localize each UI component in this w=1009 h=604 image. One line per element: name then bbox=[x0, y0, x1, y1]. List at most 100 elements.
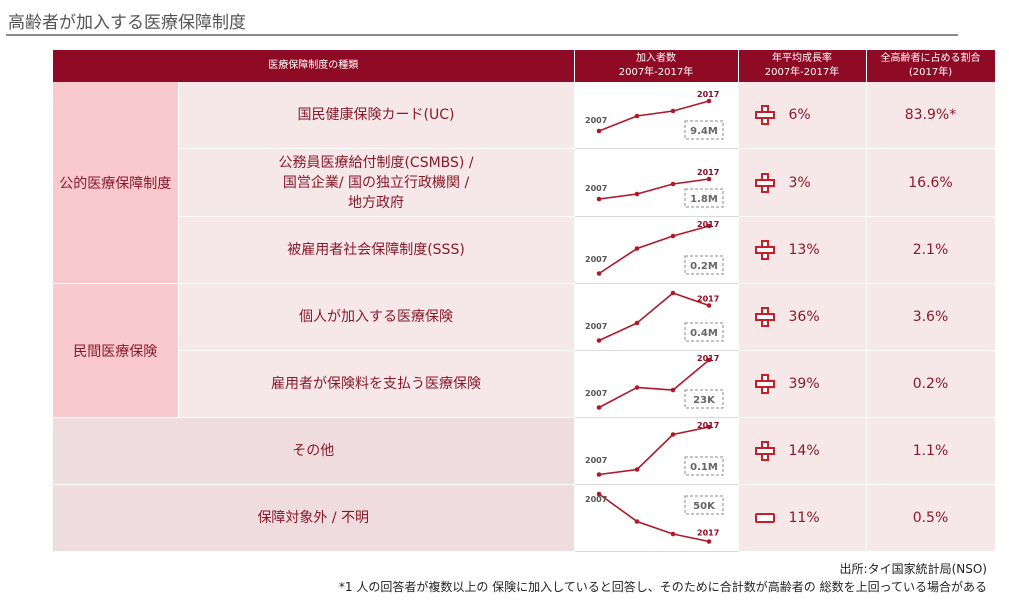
enrollment-sparkline: 2007 2017 1.8M bbox=[585, 168, 723, 207]
sparkline-end-label: 2017 bbox=[697, 90, 719, 99]
coverage-type-line: 保障対象外 / 不明 bbox=[257, 510, 370, 526]
table-row: 被雇用者社会保障制度(SSS) 2007 2017 0.2M 13% 2.1% bbox=[53, 216, 996, 284]
share-value: 1.1% bbox=[866, 417, 996, 485]
enrollment-sparkline-cell: 2007 2017 1.8M bbox=[574, 148, 739, 217]
enrolled-value-box bbox=[684, 456, 723, 476]
sparkline-end-label: 2017 bbox=[697, 529, 719, 538]
growth-value: 36% bbox=[788, 309, 820, 325]
sparkline-point bbox=[596, 196, 601, 201]
enrollment-sparkline-cell: 2007 2017 0.1M bbox=[574, 417, 739, 485]
coverage-type-line: 国民健康保険カード(UC) bbox=[297, 107, 455, 123]
coverage-table: 医療保障制度の種類 加入者数 2007年-2017年 年平均成長率 2007年-20… bbox=[53, 50, 996, 552]
enrolled-value-box bbox=[684, 322, 723, 342]
share-value: 0.5% bbox=[866, 484, 996, 552]
plus-icon bbox=[754, 105, 775, 125]
coverage-type: 公務員医療給付制度(CSMBS) / 国営企業/ 国の独立行政機関 / 地方政府 bbox=[178, 148, 575, 217]
sparkline-series bbox=[598, 225, 709, 275]
enrollment-sparkline: 2007 2017 0.2M bbox=[585, 220, 723, 276]
growth-cell: 11% bbox=[738, 484, 867, 552]
sparkline-series bbox=[598, 292, 709, 342]
table-row: 公的医療保障制度 国民健康保険カード(UC) 2007 2017 9.4M 6% 83.9%… bbox=[53, 82, 996, 284]
sparkline-start-label: 2007 bbox=[585, 255, 607, 264]
enrolled-value-box bbox=[684, 188, 723, 207]
coverage-type-line: 公務員医療給付制度(CSMBS) / bbox=[278, 154, 474, 171]
sparkline-point bbox=[670, 290, 675, 296]
coverage-type-line: 個人が加入する医療保険 bbox=[299, 309, 453, 325]
title-divider bbox=[6, 34, 958, 36]
coverage-type: その他 bbox=[53, 417, 575, 485]
enrollment-sparkline: 2007 2017 9.4M bbox=[585, 90, 723, 140]
growth-cell: 14% bbox=[738, 417, 867, 485]
enrolled-value: 1.8M bbox=[690, 194, 718, 205]
enrollment-sparkline-cell: 2007 2017 0.2M bbox=[574, 216, 739, 284]
sparkline-point bbox=[634, 320, 639, 326]
sparkline-point bbox=[670, 387, 675, 393]
growth-value: 13% bbox=[788, 242, 820, 258]
sparkline-point bbox=[596, 405, 601, 410]
category-public: 公的医療保障制度 bbox=[53, 82, 179, 284]
sparkline-series bbox=[598, 426, 709, 476]
enrollment-sparkline-cell: 2007 2017 0.4M bbox=[574, 283, 739, 351]
table-row: その他 2007 2017 0.1M 14% 1.1% bbox=[53, 417, 996, 485]
table-row: 雇用者が保険料を支払う医療保険 2007 2017 23K 39% 0.2% bbox=[53, 350, 996, 418]
sparkline-point bbox=[706, 176, 711, 181]
enrollment-sparkline: 2007 2017 50K bbox=[585, 491, 723, 544]
enrolled-value: 9.4M bbox=[690, 126, 718, 137]
growth-value: 11% bbox=[788, 510, 820, 526]
coverage-type-line: 被雇用者社会保障制度(SSS) bbox=[287, 242, 465, 258]
sparkline-end-label: 2017 bbox=[697, 421, 719, 430]
coverage-type: 国民健康保険カード(UC) bbox=[178, 82, 575, 149]
table-row: 保障対象外 / 不明 2007 2017 50K 11% 0.5% bbox=[53, 484, 996, 552]
enrolled-value: 23K bbox=[693, 395, 716, 406]
sparkline-end-label: 2017 bbox=[697, 168, 719, 177]
source-note: 出所:タイ国家統計局(NSO) bbox=[839, 562, 987, 576]
enrolled-value: 50K bbox=[693, 501, 716, 512]
growth-cell: 36% bbox=[738, 283, 867, 351]
sparkline-point bbox=[634, 113, 639, 119]
sparkline-series bbox=[598, 177, 709, 200]
sparkline-end-label: 2017 bbox=[697, 354, 719, 363]
enrolled-value-box bbox=[684, 495, 723, 515]
header-type: 医療保障制度の種類 bbox=[53, 50, 575, 82]
enrolled-value: 0.4M bbox=[690, 328, 718, 339]
sparkline-point bbox=[670, 108, 675, 114]
sparkline-point bbox=[596, 472, 601, 477]
sparkline-point bbox=[634, 519, 639, 524]
enrollment-sparkline: 2007 2017 23K bbox=[585, 354, 723, 410]
growth-cell: 39% bbox=[738, 350, 867, 418]
sparkline-point bbox=[596, 338, 601, 343]
coverage-type: 保障対象外 / 不明 bbox=[53, 484, 575, 552]
header-row: 医療保障制度の種類 加入者数 2007年-2017年 年平均成長率 2007年-20… bbox=[53, 50, 996, 82]
table-row: 民間医療保険 個人が加入する医療保険 2007 2017 0.4M 36% 3.6% bbox=[53, 283, 996, 418]
header-enrolled: 加入者数 2007年-2017年 bbox=[574, 50, 739, 82]
growth-cell: 6% bbox=[738, 82, 867, 149]
coverage-type-line: 国営企業/ 国の独立行政機関 / bbox=[282, 174, 470, 191]
sparkline-point bbox=[634, 467, 639, 472]
sparkline-point bbox=[706, 303, 711, 308]
share-value: 3.6% bbox=[866, 283, 996, 351]
growth-value: 3% bbox=[788, 174, 811, 191]
sparkline-series bbox=[598, 493, 709, 543]
enrollment-sparkline: 2007 2017 0.4M bbox=[585, 290, 723, 343]
sparkline-point bbox=[670, 432, 675, 437]
plus-icon bbox=[754, 172, 775, 193]
plus-icon bbox=[754, 240, 775, 260]
enrollment-sparkline: 2007 2017 0.1M bbox=[585, 421, 723, 477]
sparkline-start-label: 2007 bbox=[585, 322, 607, 331]
sparkline-point bbox=[706, 539, 711, 544]
enrolled-value: 0.1M bbox=[690, 462, 718, 473]
coverage-type: 雇用者が保険料を支払う医療保険 bbox=[178, 350, 575, 418]
share-value: 0.2% bbox=[866, 350, 996, 418]
sparkline-point bbox=[706, 424, 711, 430]
header-growth: 年平均成長率 2007年-2017年 bbox=[738, 50, 867, 82]
enrolled-value-box bbox=[684, 120, 723, 140]
sparkline-point bbox=[706, 223, 711, 229]
enrolled-value: 0.2M bbox=[690, 261, 718, 272]
sparkline-point bbox=[634, 246, 639, 251]
sparkline-start-label: 2007 bbox=[585, 184, 607, 193]
coverage-type: 被雇用者社会保障制度(SSS) bbox=[178, 216, 575, 284]
sparkline-series bbox=[598, 359, 710, 409]
sparkline-start-label: 2007 bbox=[585, 456, 607, 465]
sparkline-point bbox=[706, 98, 711, 104]
sparkline-point bbox=[634, 191, 639, 196]
